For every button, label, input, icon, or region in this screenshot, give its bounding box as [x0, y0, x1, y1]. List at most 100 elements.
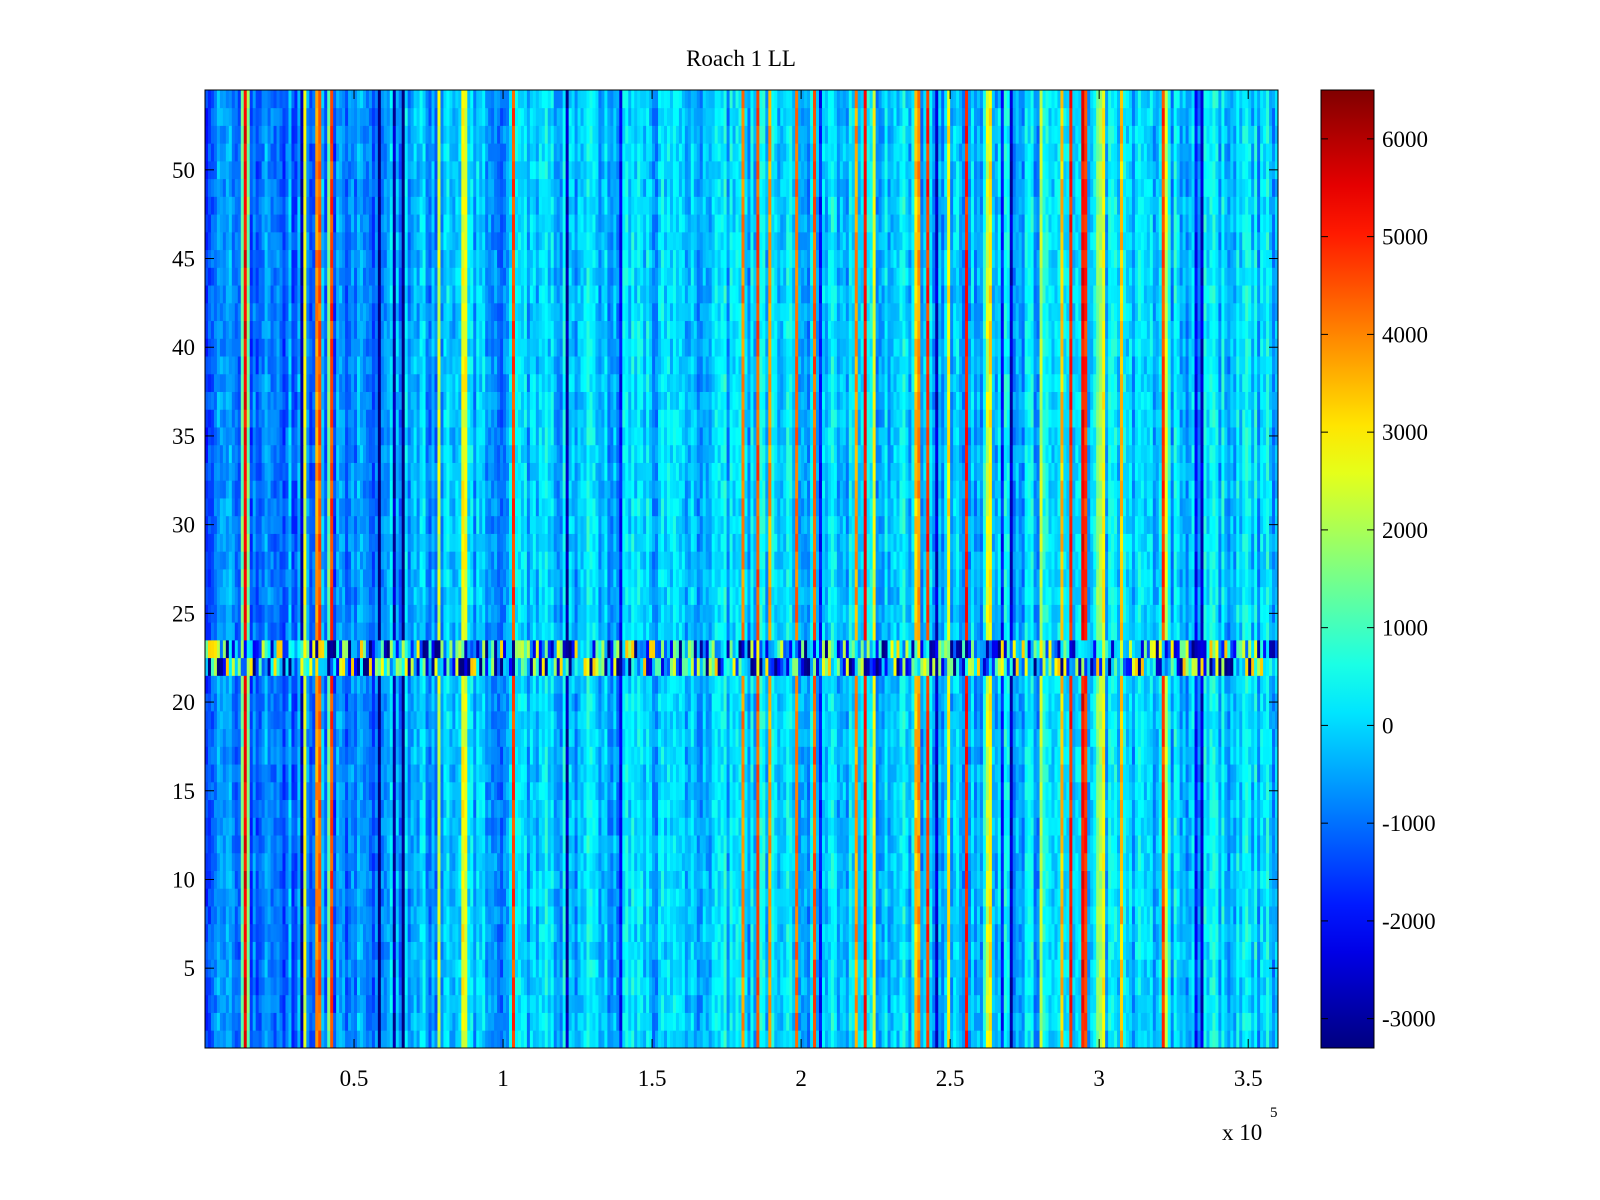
heatmap-cell — [455, 835, 459, 854]
heatmap-cell — [1272, 1012, 1276, 1031]
heatmap-cell — [1128, 817, 1133, 836]
heatmap-cell — [1179, 817, 1184, 836]
heatmap-cell — [464, 994, 468, 1013]
heatmap-cell — [1039, 923, 1043, 942]
heatmap-cell — [658, 799, 662, 818]
heatmap-cell — [261, 906, 266, 925]
heatmap-cell — [1272, 888, 1276, 907]
heatmap-cell — [1108, 835, 1112, 854]
heatmap-cell — [1111, 977, 1115, 996]
heatmap-cell — [863, 959, 868, 978]
heatmap-cell — [884, 977, 888, 996]
heatmap-cell — [637, 799, 641, 818]
heatmap-cell — [1161, 1030, 1166, 1049]
heatmap-cell — [875, 870, 880, 889]
heatmap-cell — [810, 852, 814, 871]
heatmap-cell — [1233, 1030, 1237, 1049]
heatmap-cell — [944, 1012, 948, 1031]
heatmap-cell — [520, 906, 525, 925]
heatmap-cell — [988, 799, 993, 818]
heatmap-cell — [494, 959, 498, 978]
heatmap-cell — [696, 817, 701, 836]
heatmap-cell — [732, 923, 736, 942]
heatmap-cell — [589, 977, 593, 996]
heatmap-cell — [821, 959, 826, 978]
heatmap-cell — [959, 799, 963, 818]
heatmap-cell — [1117, 906, 1121, 925]
heatmap-cell — [544, 817, 549, 836]
heatmap-cell — [303, 888, 307, 907]
heatmap-cell — [1051, 1030, 1055, 1049]
heatmap-cell — [1176, 959, 1181, 978]
heatmap-cell — [1188, 1030, 1192, 1049]
heatmap-cell — [371, 1030, 376, 1049]
heatmap-cell — [771, 1012, 775, 1031]
heatmap-cell — [1215, 994, 1219, 1013]
heatmap-cell — [386, 870, 391, 889]
heatmap-cell — [1063, 923, 1067, 942]
heatmap-cell — [1203, 941, 1207, 960]
heatmap-cell — [795, 1012, 799, 1031]
heatmap-cell — [929, 923, 933, 942]
heatmap-cell — [1075, 977, 1079, 996]
heatmap-cell — [726, 817, 730, 836]
heatmap-cell — [464, 923, 468, 942]
heatmap-cell — [1203, 835, 1207, 854]
heatmap-cell — [693, 870, 698, 889]
heatmap-cell — [1227, 835, 1231, 854]
heatmap-cell — [842, 817, 847, 836]
heatmap-cell — [565, 799, 570, 818]
heatmap-cell — [720, 959, 725, 978]
heatmap-cell — [1143, 994, 1148, 1013]
heatmap-cell — [592, 923, 596, 942]
heatmap-cell — [905, 870, 909, 889]
heatmap-cell — [988, 817, 993, 836]
heatmap-cell — [658, 923, 662, 942]
heatmap-cell — [959, 835, 963, 854]
heatmap-cell — [926, 977, 930, 996]
heatmap-cell — [288, 888, 292, 907]
heatmap-cell — [827, 941, 832, 960]
heatmap-cell — [231, 835, 236, 854]
heatmap-cell — [1230, 1030, 1234, 1049]
heatmap-cell — [1179, 888, 1184, 907]
heatmap-cell — [520, 977, 525, 996]
heatmap-cell — [625, 799, 629, 818]
heatmap-cell — [717, 852, 722, 871]
heatmap-cell — [887, 817, 891, 836]
heatmap-cell — [553, 852, 558, 871]
heatmap-cell — [282, 923, 286, 942]
heatmap-cell — [1054, 977, 1058, 996]
heatmap-cell — [1221, 835, 1225, 854]
heatmap-cell — [446, 835, 450, 854]
heatmap-cell — [801, 923, 805, 942]
heatmap-cell — [595, 1030, 599, 1049]
heatmap-cell — [690, 994, 695, 1013]
heatmap-cell — [866, 906, 871, 925]
heatmap-cell — [309, 870, 313, 889]
heatmap-cell — [482, 923, 486, 942]
heatmap-cell — [234, 977, 239, 996]
heatmap-cell — [795, 941, 799, 960]
heatmap-cell — [428, 835, 432, 854]
heatmap-cell — [884, 906, 888, 925]
heatmap-cell — [1036, 1030, 1040, 1049]
heatmap-cell — [1269, 888, 1273, 907]
heatmap-cell — [270, 817, 274, 836]
heatmap-cell — [932, 1012, 936, 1031]
heatmap-cell — [458, 817, 462, 836]
heatmap-cell — [860, 888, 865, 907]
heatmap-cell — [714, 977, 719, 996]
heatmap-cell — [517, 906, 522, 925]
heatmap-cell — [714, 994, 719, 1013]
heatmap-cell — [252, 817, 257, 836]
heatmap-cell — [1257, 835, 1261, 854]
heatmap-cell — [1036, 870, 1040, 889]
heatmap-cell — [1003, 870, 1008, 889]
heatmap-cell — [634, 994, 638, 1013]
heatmap-cell — [705, 994, 710, 1013]
heatmap-cell — [985, 1012, 990, 1031]
heatmap-cell — [687, 1012, 692, 1031]
heatmap-cell — [792, 906, 796, 925]
heatmap-cell — [1179, 959, 1184, 978]
